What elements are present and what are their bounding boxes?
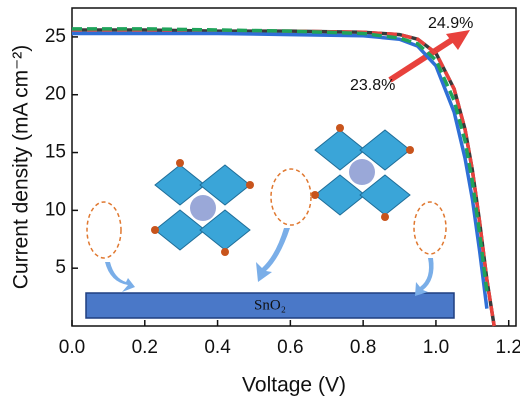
x-tick-label: 0.4: [204, 337, 231, 358]
series-line: [72, 28, 496, 327]
sno2-layer: [85, 292, 455, 319]
x-tick-label: 1.0: [423, 337, 449, 358]
x-tick-label: 0.6: [277, 337, 303, 358]
x-tick-label: 0.8: [350, 337, 376, 358]
annotation-low: 23.8%: [350, 77, 395, 94]
x-tick-label: 1.2: [496, 337, 520, 358]
annotation-high: 24.9%: [428, 15, 473, 32]
x-tick-label: 0.2: [132, 337, 158, 358]
illustration: [85, 30, 470, 319]
series-line: [72, 31, 489, 309]
y-tick-label: 5: [55, 257, 66, 278]
series-line: [72, 28, 496, 327]
arrowhead: [446, 30, 470, 50]
arrow: [388, 35, 457, 83]
plot-frame: [71, 7, 517, 327]
y-tick-label: 20: [45, 84, 66, 105]
y-axis-label: Current density (mA cm⁻²): [10, 45, 33, 289]
x-tick-label: 0.0: [59, 337, 85, 358]
y-tick-label: 25: [45, 26, 66, 47]
y-tick-label: 10: [45, 199, 66, 220]
y-tick-label: 15: [45, 142, 66, 163]
x-axis-label: Voltage (V): [242, 374, 346, 397]
sno2-label: SnO₂: [254, 297, 286, 313]
series-line: [72, 27, 489, 292]
